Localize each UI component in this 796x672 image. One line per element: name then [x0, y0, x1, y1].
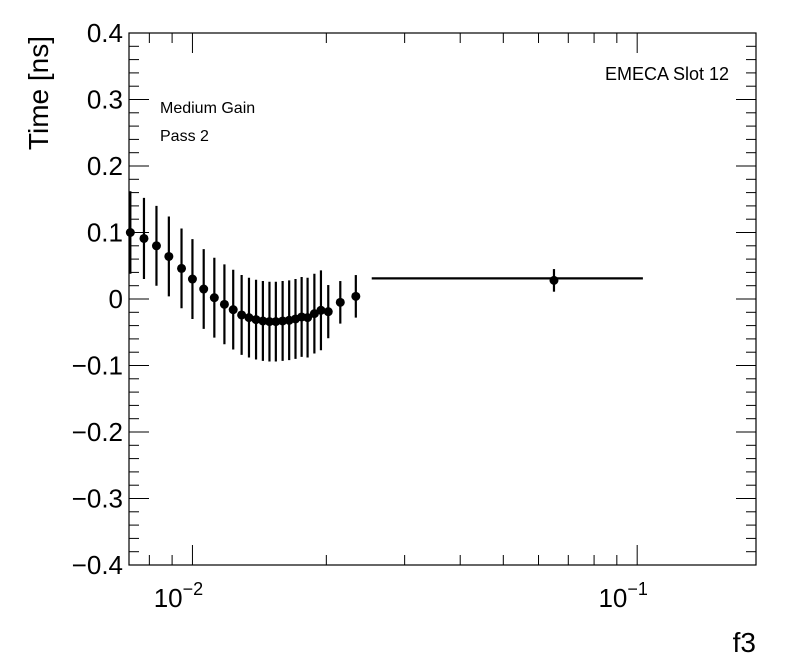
- data-point: [549, 275, 559, 285]
- y-tick-labels: −0.4 −0.3 −0.2 −0.1 0 0.1 0.2 0.3 0.4: [72, 18, 123, 580]
- y-tick-label: −0.1: [72, 351, 123, 381]
- y-tick-label: 0.2: [87, 151, 123, 181]
- y-tick-label: −0.2: [72, 417, 123, 447]
- data-point: [139, 233, 149, 243]
- y-tick-label: 0.3: [87, 85, 123, 115]
- data-point: [271, 317, 281, 327]
- x-tick-label: 10−1: [598, 579, 647, 613]
- data-point: [335, 297, 345, 307]
- data-point: [219, 299, 229, 309]
- data-point: [237, 310, 247, 320]
- data-point: [209, 293, 219, 303]
- annotation-gain: Medium Gain: [160, 100, 255, 117]
- data-point: [251, 315, 261, 325]
- data-point: [316, 305, 326, 315]
- y-tick-label: −0.3: [72, 484, 123, 514]
- data-point: [351, 291, 361, 301]
- annotation-slot: EMECA Slot 12: [605, 64, 729, 84]
- data-point: [264, 317, 274, 327]
- data-points: [125, 228, 559, 327]
- data-point: [151, 241, 161, 251]
- y-tick-label: 0.1: [87, 218, 123, 248]
- y-tick-label: −0.4: [72, 550, 123, 580]
- data-point: [278, 316, 288, 326]
- y-tick-label: 0.4: [87, 18, 123, 48]
- x-tick-labels: 10−2 10−1: [154, 579, 648, 613]
- data-point: [187, 274, 197, 284]
- annotation-pass: Pass 2: [160, 128, 209, 145]
- y-axis-title: Time [ns]: [23, 36, 54, 150]
- data-point: [125, 228, 135, 237]
- axis-ticks: [129, 32, 756, 566]
- x-axis-title: f3: [733, 627, 756, 658]
- data-point: [164, 251, 174, 261]
- data-point: [258, 316, 268, 326]
- data-point: [323, 307, 333, 317]
- data-point: [177, 263, 187, 273]
- x-tick-label: 10−2: [154, 579, 203, 613]
- data-point: [199, 284, 209, 294]
- data-point: [228, 305, 238, 315]
- data-point: [244, 313, 254, 323]
- y-tick-label: 0: [109, 284, 123, 314]
- data-point: [303, 313, 313, 323]
